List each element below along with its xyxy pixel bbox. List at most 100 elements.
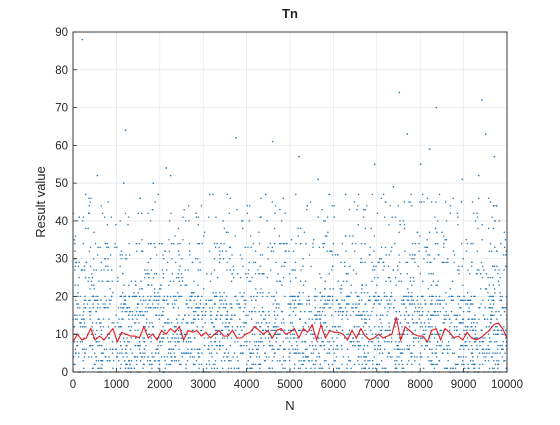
scatter-point bbox=[101, 367, 103, 369]
scatter-point bbox=[198, 364, 200, 366]
scatter-point bbox=[355, 303, 357, 305]
scatter-point bbox=[380, 315, 382, 317]
scatter-point bbox=[346, 311, 348, 313]
scatter-point bbox=[241, 220, 243, 222]
scatter-point bbox=[384, 349, 386, 351]
scatter-point bbox=[74, 315, 76, 317]
scatter-point bbox=[255, 299, 256, 301]
scatter-point bbox=[362, 364, 364, 366]
scatter-point bbox=[262, 254, 264, 256]
scatter-point bbox=[447, 367, 449, 369]
scatter-point bbox=[381, 299, 383, 301]
scatter-point bbox=[197, 216, 199, 218]
scatter-point bbox=[168, 341, 170, 343]
scatter-point bbox=[403, 220, 405, 222]
scatter-point bbox=[171, 258, 173, 260]
scatter-point bbox=[399, 349, 401, 351]
scatter-point bbox=[442, 352, 444, 354]
scatter-point bbox=[255, 288, 256, 290]
scatter-point bbox=[422, 194, 424, 196]
scatter-point bbox=[80, 341, 82, 343]
scatter-point bbox=[126, 337, 128, 339]
scatter-point bbox=[229, 360, 231, 362]
scatter-point bbox=[372, 367, 374, 369]
scatter-point bbox=[435, 315, 437, 317]
scatter-point bbox=[237, 273, 239, 275]
scatter-point bbox=[141, 288, 143, 290]
scatter-point bbox=[216, 296, 218, 298]
scatter-point bbox=[102, 303, 104, 305]
scatter-point bbox=[455, 367, 457, 369]
scatter-point bbox=[403, 296, 405, 298]
scatter-point bbox=[323, 220, 325, 222]
scatter-point bbox=[395, 322, 397, 324]
scatter-point bbox=[153, 299, 155, 301]
scatter-point bbox=[221, 360, 223, 362]
scatter-point bbox=[181, 352, 183, 354]
scatter-point bbox=[171, 356, 173, 358]
scatter-point bbox=[247, 273, 249, 275]
scatter-point bbox=[129, 254, 131, 256]
scatter-point bbox=[435, 364, 437, 366]
scatter-point bbox=[375, 333, 377, 335]
scatter-point bbox=[412, 318, 414, 320]
scatter-point bbox=[442, 307, 444, 309]
scatter-point bbox=[496, 360, 498, 362]
scatter-point bbox=[341, 345, 343, 347]
scatter-point bbox=[430, 303, 432, 305]
scatter-point bbox=[240, 345, 242, 347]
scatter-point bbox=[364, 318, 366, 320]
scatter-point bbox=[219, 307, 221, 309]
scatter-point bbox=[230, 360, 232, 362]
scatter-point bbox=[502, 341, 504, 343]
scatter-point bbox=[298, 156, 300, 158]
scatter-point bbox=[211, 356, 213, 358]
scatter-point bbox=[327, 216, 329, 218]
scatter-point bbox=[439, 330, 441, 332]
scatter-point bbox=[358, 364, 360, 366]
scatter-point bbox=[146, 322, 148, 324]
scatter-point bbox=[467, 326, 469, 328]
scatter-point bbox=[274, 322, 276, 324]
scatter-point bbox=[244, 303, 246, 305]
scatter-point bbox=[329, 367, 331, 369]
scatter-point bbox=[486, 273, 488, 275]
scatter-point bbox=[472, 360, 474, 362]
scatter-point bbox=[399, 224, 401, 226]
scatter-point bbox=[255, 262, 257, 264]
scatter-point bbox=[363, 349, 365, 351]
scatter-point bbox=[302, 265, 304, 267]
scatter-point bbox=[331, 315, 333, 317]
scatter-point bbox=[96, 322, 98, 324]
scatter-point bbox=[253, 364, 255, 366]
scatter-point bbox=[476, 345, 478, 347]
scatter-point bbox=[496, 318, 498, 320]
scatter-point bbox=[379, 352, 381, 354]
scatter-point bbox=[185, 284, 187, 286]
scatter-point bbox=[219, 292, 221, 294]
scatter-point bbox=[462, 345, 464, 347]
scatter-point bbox=[92, 367, 94, 369]
scatter-point bbox=[429, 326, 431, 328]
scatter-point bbox=[185, 220, 187, 222]
scatter-point bbox=[433, 315, 435, 317]
scatter-point bbox=[226, 326, 228, 328]
scatter-point bbox=[182, 341, 184, 343]
scatter-point bbox=[274, 352, 276, 354]
scatter-point bbox=[493, 367, 495, 369]
scatter-point bbox=[210, 281, 212, 283]
scatter-point bbox=[107, 307, 109, 309]
scatter-point bbox=[242, 352, 244, 354]
scatter-point bbox=[436, 299, 438, 301]
scatter-point bbox=[173, 307, 175, 309]
scatter-point bbox=[139, 341, 141, 343]
scatter-point bbox=[504, 247, 506, 249]
scatter-point bbox=[391, 337, 393, 339]
scatter-point bbox=[441, 299, 443, 301]
scatter-point bbox=[194, 296, 196, 298]
scatter-point bbox=[248, 281, 250, 283]
scatter-point bbox=[467, 292, 469, 294]
scatter-point bbox=[461, 243, 463, 245]
scatter-point bbox=[154, 273, 156, 275]
scatter-point bbox=[179, 296, 181, 298]
